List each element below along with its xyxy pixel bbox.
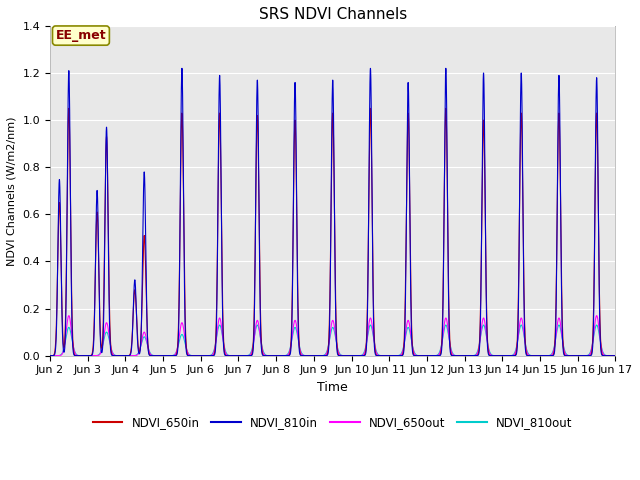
NDVI_650out	[492, 353, 499, 359]
NDVI_810out	[610, 353, 618, 359]
Text: EE_met: EE_met	[56, 29, 106, 42]
Line: NDVI_650out: NDVI_650out	[50, 316, 616, 356]
NDVI_810out	[612, 353, 620, 359]
NDVI_810out	[167, 353, 175, 359]
NDVI_650in	[46, 353, 54, 359]
NDVI_650in	[492, 353, 499, 359]
NDVI_810out	[492, 353, 499, 359]
NDVI_650out	[612, 353, 620, 359]
Line: NDVI_810in: NDVI_810in	[50, 68, 616, 356]
NDVI_810in	[610, 353, 618, 359]
NDVI_810in	[161, 353, 169, 359]
NDVI_650out	[65, 313, 73, 319]
NDVI_810out	[46, 353, 54, 359]
NDVI_650out	[610, 353, 618, 359]
NDVI_810in	[411, 353, 419, 359]
NDVI_810out	[258, 342, 266, 348]
NDVI_650out	[161, 353, 169, 359]
NDVI_650in	[411, 353, 419, 359]
NDVI_810in	[612, 353, 620, 359]
NDVI_650in	[258, 345, 266, 350]
Line: NDVI_810out: NDVI_810out	[50, 325, 616, 356]
NDVI_810in	[258, 349, 266, 355]
X-axis label: Time: Time	[317, 381, 348, 394]
Line: NDVI_650in: NDVI_650in	[50, 108, 616, 356]
Y-axis label: NDVI Channels (W/m2/nm): NDVI Channels (W/m2/nm)	[7, 116, 17, 265]
NDVI_650out	[258, 344, 266, 350]
NDVI_650in	[610, 353, 618, 359]
NDVI_810out	[411, 350, 419, 356]
NDVI_810in	[167, 353, 175, 359]
NDVI_650out	[46, 353, 54, 359]
NDVI_650in	[65, 106, 73, 111]
Title: SRS NDVI Channels: SRS NDVI Channels	[259, 7, 407, 22]
NDVI_650out	[167, 353, 175, 359]
NDVI_810in	[178, 65, 186, 71]
NDVI_810out	[161, 353, 169, 359]
Legend: NDVI_650in, NDVI_810in, NDVI_650out, NDVI_810out: NDVI_650in, NDVI_810in, NDVI_650out, NDV…	[88, 411, 577, 433]
NDVI_650in	[167, 353, 175, 359]
NDVI_650out	[411, 351, 419, 357]
NDVI_650in	[612, 353, 620, 359]
NDVI_810out	[593, 322, 600, 328]
NDVI_650in	[161, 353, 169, 359]
NDVI_810in	[492, 353, 499, 359]
NDVI_810in	[46, 353, 54, 359]
